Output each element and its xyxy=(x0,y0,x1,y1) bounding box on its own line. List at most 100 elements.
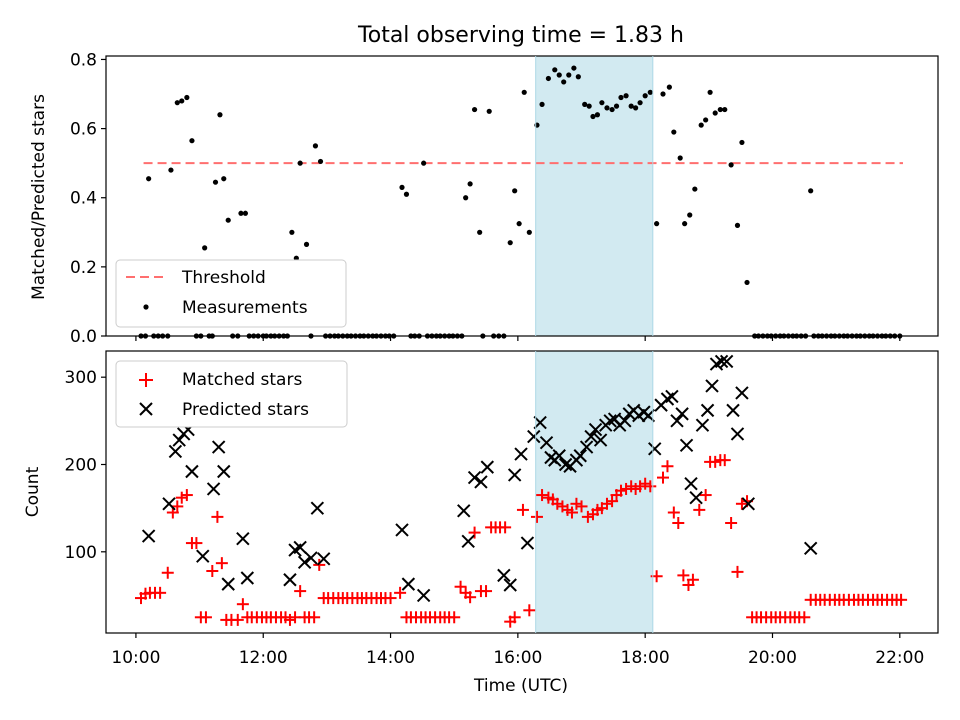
measurement-point xyxy=(526,229,532,235)
matched-point xyxy=(394,586,407,599)
bottom-shaded-span xyxy=(535,351,653,633)
measurement-point xyxy=(471,106,478,113)
x-tick-label: 12:00 xyxy=(239,648,288,668)
measurement-point xyxy=(734,222,741,228)
predicted-point xyxy=(480,460,495,474)
matched-point xyxy=(211,510,224,523)
predicted-point xyxy=(401,577,416,591)
predicted-point xyxy=(514,447,528,461)
predicted-point xyxy=(588,422,603,437)
matched-point xyxy=(895,593,908,606)
measurement-point xyxy=(618,94,624,101)
matched-point xyxy=(448,611,461,624)
measurement-point xyxy=(477,229,483,235)
legend-matched-label: Matched stars xyxy=(182,370,302,390)
matched-point xyxy=(639,477,652,490)
matched-point xyxy=(735,497,748,510)
measurement-point xyxy=(516,221,522,227)
measurement-point xyxy=(703,117,709,123)
matched-point xyxy=(499,521,512,534)
measurement-point xyxy=(728,162,734,168)
predicted-point xyxy=(217,464,231,479)
predicted-point xyxy=(705,379,719,393)
measurement-point xyxy=(399,184,405,190)
bottom-legend: Matched stars Predicted stars xyxy=(115,360,348,428)
measurement-point xyxy=(317,158,324,165)
top-yticks-group: 0.0 0.2 0.4 0.6 0.8 xyxy=(70,50,106,347)
top-shaded-span xyxy=(535,56,653,336)
measurement-point xyxy=(717,106,723,113)
predicted-point xyxy=(695,418,710,432)
matched-point xyxy=(606,495,619,508)
measurement-point xyxy=(637,100,643,106)
matched-point xyxy=(686,573,699,586)
predicted-point xyxy=(584,429,598,444)
measurement-point xyxy=(642,93,648,99)
measurement-point xyxy=(312,143,319,149)
matched-point xyxy=(480,585,493,598)
measurement-point xyxy=(722,106,728,113)
matched-point xyxy=(206,565,219,578)
x-tick-label: 20:00 xyxy=(748,648,797,668)
measurement-point xyxy=(242,210,249,216)
matched-point xyxy=(570,497,583,510)
measurement-point xyxy=(225,217,231,223)
matched-point xyxy=(731,565,744,578)
predicted-point xyxy=(700,403,715,418)
measurement-point xyxy=(707,89,713,95)
measurement-point xyxy=(539,101,545,107)
measurement-point xyxy=(744,279,750,286)
measurement-point xyxy=(486,108,492,114)
matched-point xyxy=(644,480,657,493)
predicted-point xyxy=(507,468,522,482)
matched-point xyxy=(581,510,594,523)
y-tick-label: 0.2 xyxy=(70,258,97,278)
predicted-point xyxy=(168,444,183,459)
measurement-point xyxy=(297,160,303,166)
predicted-point xyxy=(211,440,226,454)
y-tick-label: 0.0 xyxy=(70,327,97,347)
predicted-point xyxy=(185,464,199,479)
matched-point xyxy=(718,454,731,467)
measurement-point xyxy=(698,122,704,128)
predicted-point xyxy=(141,529,156,543)
matched-point xyxy=(551,497,564,510)
predicted-point xyxy=(741,497,756,511)
matched-point xyxy=(614,484,627,497)
measurement-point xyxy=(666,84,672,90)
matched-point xyxy=(308,611,321,624)
measurement-point xyxy=(534,122,540,128)
matched-point xyxy=(384,592,397,605)
measurement-point xyxy=(179,98,185,104)
matched-point xyxy=(699,489,712,502)
measurement-point xyxy=(604,105,610,111)
matched-point xyxy=(464,591,477,604)
measurement-point xyxy=(289,229,295,235)
measurement-point xyxy=(217,112,223,118)
matched-point xyxy=(454,580,467,593)
y-tick-label: 300 xyxy=(65,368,97,388)
predicted-point xyxy=(503,578,517,592)
matched-point xyxy=(190,537,203,550)
matched-point xyxy=(161,566,174,579)
matched-point xyxy=(231,613,244,626)
predicted-point xyxy=(684,476,698,491)
top-legend-box xyxy=(115,259,347,328)
measurement-point xyxy=(146,176,152,182)
measurement-point xyxy=(467,181,473,187)
predicted-point xyxy=(461,534,475,549)
top-legend: Threshold Measurements xyxy=(115,259,347,328)
matched-point xyxy=(667,506,680,519)
matched-point xyxy=(798,611,811,624)
measurement-point xyxy=(647,89,653,95)
predicted-point xyxy=(310,501,325,515)
predicted-point xyxy=(196,549,210,563)
predicted-point xyxy=(579,440,594,454)
matched-point xyxy=(657,471,670,484)
measurement-point xyxy=(633,105,639,111)
measurement-point xyxy=(421,160,427,166)
predicted-point xyxy=(803,541,818,556)
predicted-point xyxy=(670,414,684,428)
top-plot-frame xyxy=(105,55,939,337)
measurement-point xyxy=(687,212,693,218)
